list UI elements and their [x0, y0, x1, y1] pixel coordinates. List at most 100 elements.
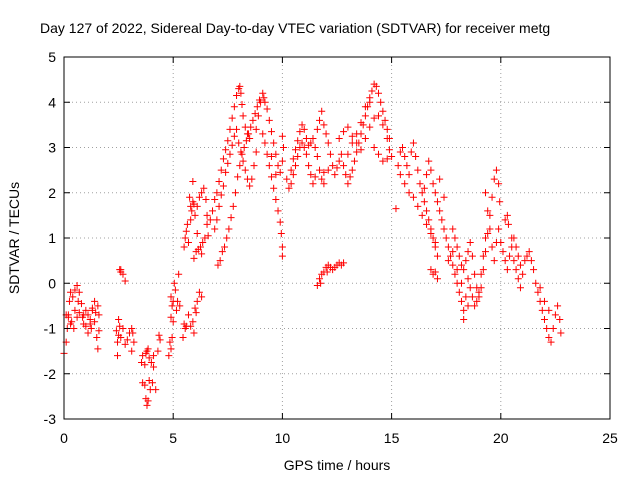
data-point-marker [184, 311, 192, 319]
data-point-marker [198, 293, 206, 301]
data-point-marker [79, 313, 87, 321]
data-point-marker [468, 293, 476, 301]
data-point-marker [457, 279, 465, 287]
data-point-marker [353, 139, 361, 147]
data-point-marker [289, 155, 297, 163]
data-point-marker [274, 207, 282, 215]
data-point-marker [540, 315, 548, 323]
data-point-marker [84, 329, 92, 337]
data-point-marker [219, 182, 227, 190]
data-point-marker [556, 315, 564, 323]
data-point-marker [278, 243, 286, 251]
data-point-marker [313, 153, 321, 161]
data-point-marker [150, 352, 158, 360]
x-tick-label: 20 [493, 430, 509, 446]
data-point-marker [436, 175, 444, 183]
data-point-marker [123, 336, 131, 344]
data-point-marker [466, 239, 474, 247]
data-point-marker [490, 175, 498, 183]
data-point-marker [222, 168, 230, 176]
data-point-marker [462, 293, 470, 301]
data-point-marker [141, 361, 149, 369]
y-tick-label: 4 [48, 94, 56, 110]
data-point-marker [350, 157, 358, 165]
data-point-marker [302, 150, 310, 158]
data-point-marker [155, 331, 163, 339]
data-point-marker [236, 162, 244, 170]
x-tick-label: 25 [602, 430, 618, 446]
data-point-marker [372, 82, 380, 90]
data-point-marker [554, 302, 562, 310]
data-point-marker [117, 334, 125, 342]
data-point-marker [238, 150, 246, 158]
data-point-marker [199, 239, 207, 247]
data-point-marker [167, 293, 175, 301]
data-point-marker [233, 91, 241, 99]
data-point-marker [229, 202, 237, 210]
data-point-marker [141, 381, 149, 389]
data-point-marker [333, 164, 341, 172]
data-point-marker [449, 261, 457, 269]
data-point-marker [429, 234, 437, 242]
data-point-marker [527, 257, 535, 265]
data-point-marker [261, 98, 269, 106]
data-point-marker [403, 162, 411, 170]
data-point-marker [87, 325, 95, 332]
data-point-marker [147, 358, 155, 366]
data-point-marker [388, 153, 396, 161]
data-point-marker [230, 103, 238, 111]
data-point-marker [179, 334, 187, 342]
data-point-marker [503, 266, 511, 274]
data-point-marker [457, 297, 465, 305]
data-point-marker [532, 279, 540, 287]
data-point-marker [189, 318, 197, 326]
data-point-marker [405, 189, 413, 197]
data-point-marker [482, 248, 490, 256]
data-point-marker [438, 216, 446, 224]
data-point-marker [278, 157, 286, 165]
data-point-marker [377, 98, 385, 106]
data-point-marker [379, 157, 387, 165]
data-point-marker [182, 227, 190, 235]
data-point-marker [289, 171, 297, 179]
data-point-marker [451, 234, 459, 242]
data-point-marker [440, 193, 448, 201]
data-point-marker [324, 166, 332, 174]
data-point-marker [238, 101, 246, 109]
data-point-marker [512, 243, 520, 251]
grid-lines [64, 57, 610, 419]
data-point-marker [95, 327, 103, 335]
axis-ticks: 0 5 10 15 20 25 -3 -2 -1 0 1 2 3 4 5 [44, 49, 618, 446]
data-point-marker [492, 166, 500, 174]
data-point-marker [462, 257, 470, 265]
data-point-marker [545, 334, 553, 342]
x-axis-label: GPS time / hours [284, 457, 391, 473]
data-point-marker [239, 112, 247, 120]
data-point-marker [499, 248, 507, 256]
data-point-marker [190, 329, 198, 337]
data-point-marker [292, 162, 300, 170]
data-point-marker [73, 282, 81, 290]
data-point-marker [551, 311, 559, 319]
data-point-marker [245, 130, 253, 138]
data-point-marker [497, 239, 505, 247]
data-point-marker [91, 318, 99, 326]
data-point-marker [399, 144, 407, 151]
data-point-marker [374, 112, 382, 120]
data-point-marker [144, 397, 152, 405]
data-point-marker [226, 125, 234, 133]
data-point-marker [508, 234, 516, 242]
data-point-marker [267, 173, 275, 181]
data-point-marker [401, 153, 409, 161]
data-point-marker [516, 284, 524, 292]
data-point-marker [67, 320, 75, 328]
data-point-marker [121, 340, 129, 348]
data-point-marker [429, 180, 437, 188]
data-point-marker [484, 229, 492, 237]
data-point-marker [316, 275, 324, 283]
data-point-marker [496, 198, 504, 206]
data-point-marker [260, 94, 268, 102]
data-point-marker [538, 306, 546, 314]
data-point-marker [231, 189, 239, 197]
